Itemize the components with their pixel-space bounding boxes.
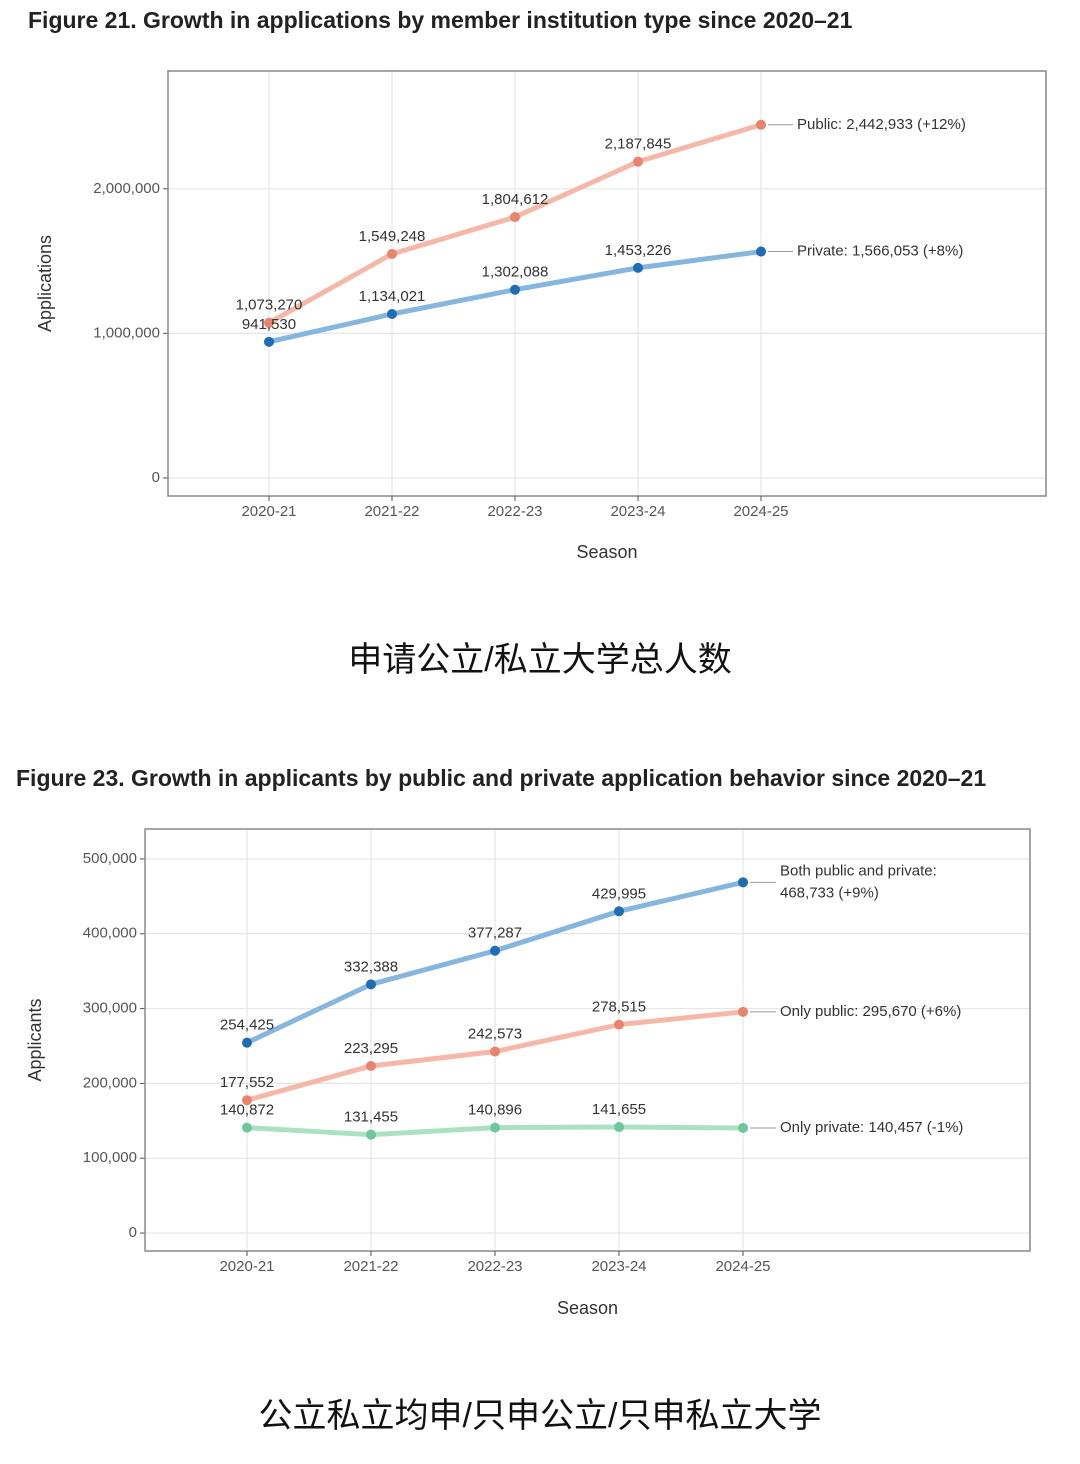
y-tick-label: 300,000	[83, 1000, 137, 1017]
value-label: 1,134,021	[359, 288, 426, 305]
y-tick-label: 200,000	[83, 1074, 137, 1091]
value-label: 1,302,088	[482, 264, 549, 281]
point	[756, 246, 766, 257]
series-label: Only public: 295,670 (+6%)	[780, 1003, 961, 1020]
x-tick-label: 2023-24	[591, 1258, 646, 1275]
series-label: Public: 2,442,933 (+12%)	[797, 116, 966, 133]
value-label: 1,804,612	[482, 191, 549, 208]
point	[490, 1046, 500, 1057]
point	[738, 1122, 748, 1133]
y-axis-title: Applicants	[25, 998, 45, 1081]
point	[633, 262, 643, 273]
y-tick-label: 2,000,000	[93, 180, 160, 197]
x-tick-label: 2020-21	[219, 1258, 274, 1275]
x-tick-label: 2024-25	[733, 503, 788, 520]
point	[264, 317, 274, 328]
value-label: 140,872	[220, 1102, 274, 1119]
plot-area	[168, 71, 1046, 496]
value-label: 2,187,845	[605, 136, 672, 153]
point	[614, 1019, 624, 1030]
point	[510, 284, 520, 295]
series-label: Only private: 140,457 (-1%)	[780, 1119, 963, 1136]
value-label: 177,552	[220, 1074, 274, 1091]
value-label: 1,073,270	[236, 297, 303, 314]
x-tick-label: 2023-24	[610, 503, 665, 520]
series-label: Both public and private:	[780, 862, 937, 879]
value-label: 332,388	[344, 958, 398, 975]
value-label: 429,995	[592, 885, 646, 902]
value-label: 278,515	[592, 999, 646, 1016]
point	[264, 336, 274, 347]
x-tick-label: 2021-22	[343, 1258, 398, 1275]
x-tick-label: 2021-22	[364, 503, 419, 520]
x-tick-label: 2022-23	[487, 503, 542, 520]
point	[738, 877, 748, 888]
point	[756, 119, 766, 130]
series-label: Private: 1,566,053 (+8%)	[797, 243, 963, 260]
point	[387, 248, 397, 259]
plot-area	[145, 829, 1030, 1251]
value-label: 377,287	[468, 925, 522, 942]
value-label: 1,549,248	[359, 228, 426, 245]
x-tick-label: 2022-23	[467, 1258, 522, 1275]
point	[366, 1060, 376, 1071]
point	[614, 1122, 624, 1133]
point	[510, 212, 520, 223]
point	[490, 945, 500, 956]
x-axis-title: Season	[557, 1298, 618, 1318]
y-tick-label: 0	[152, 469, 160, 486]
value-label: 254,425	[220, 1017, 274, 1034]
value-label: 140,896	[468, 1102, 522, 1119]
point	[366, 1129, 376, 1140]
point	[738, 1006, 748, 1017]
y-axis-title: Applications	[35, 235, 55, 332]
x-axis-title: Season	[576, 542, 637, 562]
point	[614, 906, 624, 917]
point	[387, 308, 397, 319]
value-label: 242,573	[468, 1026, 522, 1043]
value-label: 223,295	[344, 1040, 398, 1057]
plot-border	[144, 828, 1031, 1252]
value-label: 941,530	[242, 316, 296, 333]
point	[490, 1122, 500, 1133]
chart-title: Figure 23. Growth in applicants by publi…	[16, 765, 986, 791]
value-label: 141,655	[592, 1101, 646, 1118]
plot-border	[167, 70, 1047, 497]
chart-title: Figure 21. Growth in applications by mem…	[28, 7, 853, 33]
caption: 公立私立均申/只申公立/只申私立大学	[259, 1397, 822, 1435]
y-tick-label: 500,000	[83, 850, 137, 867]
point	[242, 1037, 252, 1048]
value-label: 131,455	[344, 1109, 398, 1126]
series-label: 468,733 (+9%)	[780, 884, 879, 901]
y-tick-label: 1,000,000	[93, 324, 160, 341]
x-tick-label: 2024-25	[715, 1258, 770, 1275]
point	[242, 1095, 252, 1106]
y-tick-label: 100,000	[83, 1149, 137, 1166]
point	[633, 156, 643, 167]
x-tick-label: 2020-21	[241, 503, 296, 520]
y-tick-label: 400,000	[83, 925, 137, 942]
y-tick-label: 0	[129, 1224, 137, 1241]
point	[366, 979, 376, 990]
value-label: 1,453,226	[605, 242, 672, 259]
point	[242, 1122, 252, 1133]
caption: 申请公立/私立大学总人数	[348, 641, 731, 679]
